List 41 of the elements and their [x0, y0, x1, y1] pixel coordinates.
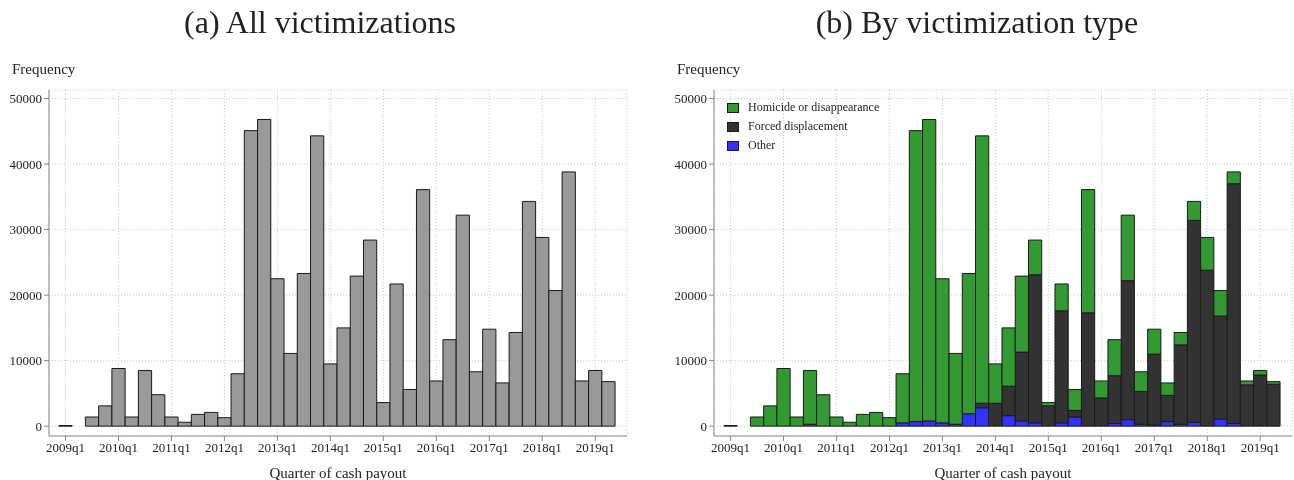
y-tick-label: 40000	[9, 156, 42, 172]
x-tick-label: 2017q1	[469, 440, 509, 456]
x-tick-label: 2011q1	[817, 440, 856, 456]
x-tick-label: 2012q1	[869, 440, 909, 456]
x-tick-label: 2009q1	[46, 440, 86, 456]
chart-title: (a) All victimizations	[183, 4, 457, 41]
x-tick-label: 2015q1	[1028, 440, 1068, 456]
x-tick-label: 2010q1	[764, 440, 804, 456]
x-tick-label: 2015q1	[363, 440, 403, 456]
legend-label: Forced displacement	[748, 119, 848, 134]
x-tick-label: 2016q1	[1081, 440, 1121, 456]
x-tick-label: 2013q1	[257, 440, 297, 456]
y-axis-title: Frequency	[677, 61, 741, 78]
x-tick-label: 2013q1	[922, 440, 962, 456]
x-tick-label: 2010q1	[99, 440, 139, 456]
x-tick-label: 2019q1	[575, 440, 615, 456]
x-tick-label: 2017q1	[1134, 440, 1174, 456]
x-tick-label: 2014q1	[310, 440, 350, 456]
chart-title: (b) By victimization type	[814, 4, 1140, 41]
legend-label: Other	[748, 138, 776, 153]
y-tick-label: 50000	[9, 91, 42, 107]
y-tick-label: 20000	[9, 287, 42, 303]
y-tick-label: 0	[700, 418, 707, 434]
x-tick-label: 2011q1	[152, 440, 191, 456]
y-axis-title: Frequency	[12, 61, 76, 78]
x-tick-label: 2009q1	[711, 440, 751, 456]
x-tick-label: 2018q1	[522, 440, 562, 456]
y-tick-label: 40000	[674, 156, 707, 172]
y-tick-label: 30000	[674, 222, 707, 238]
x-tick-label: 2018q1	[1187, 440, 1227, 456]
y-tick-label: 10000	[9, 353, 42, 369]
y-tick-label: 0	[35, 418, 42, 434]
x-tick-label: 2019q1	[1240, 440, 1280, 456]
y-tick-label: 20000	[674, 287, 707, 303]
y-tick-label: 10000	[674, 353, 707, 369]
x-tick-label: 2016q1	[416, 440, 456, 456]
y-tick-label: 50000	[674, 91, 707, 107]
y-tick-label: 30000	[9, 222, 42, 238]
legend-label: Homicide or disappearance	[748, 100, 880, 115]
x-tick-label: 2014q1	[975, 440, 1015, 456]
x-tick-label: 2012q1	[204, 440, 244, 456]
